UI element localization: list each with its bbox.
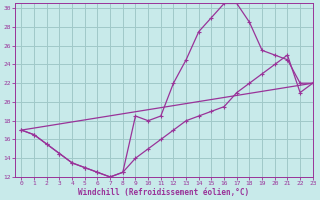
X-axis label: Windchill (Refroidissement éolien,°C): Windchill (Refroidissement éolien,°C) [78, 188, 250, 197]
